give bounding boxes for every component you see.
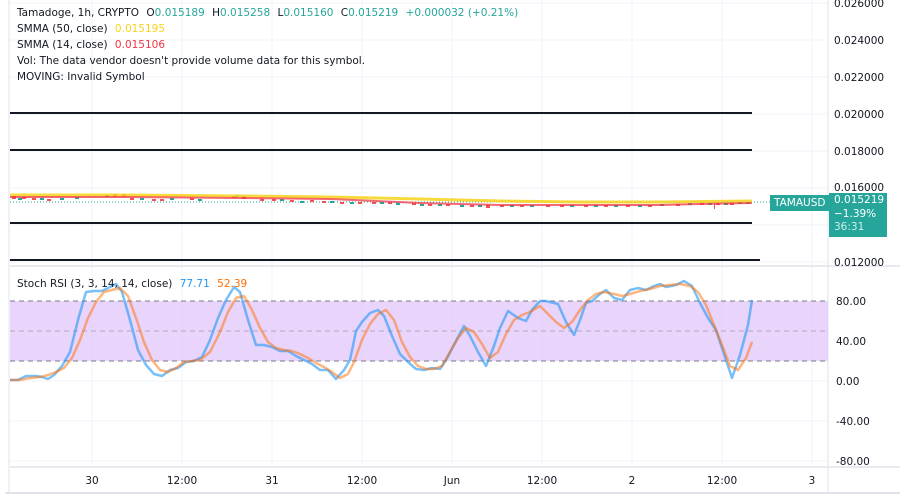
price-axis-label: 0.020000 — [834, 109, 884, 121]
symbol-tag: TAMAUSD — [770, 195, 830, 211]
stoch-label: Stoch RSI (3, 3, 14, 14, close) — [17, 278, 173, 290]
price-axis-label: 0.022000 — [834, 72, 884, 84]
price-axis-label: 0.024000 — [834, 35, 884, 47]
smma50-value: 0.015195 — [114, 23, 166, 35]
stoch-d-value: 52.39 — [217, 278, 248, 290]
moving-legend-row[interactable]: MOVING: Invalid Symbol — [17, 69, 522, 85]
time-axis-label: 12:00 — [347, 475, 377, 487]
open-label: O — [146, 7, 155, 19]
smma14-legend-row[interactable]: SMMA (14, close) 0.015106 — [17, 37, 522, 53]
time-axis-label: 12:00 — [167, 475, 197, 487]
smma14-line[interactable] — [10, 196, 753, 206]
price-axis-label: 0.018000 — [834, 146, 884, 158]
volume-message: Vol: The data vendor doesn't provide vol… — [17, 55, 366, 67]
low-value: 0.015160 — [283, 7, 334, 19]
price-axis-label: 0.012000 — [834, 257, 884, 269]
time-axis-label: 12:00 — [527, 475, 557, 487]
symbol-legend-row[interactable]: Tamadoge, 1h, CRYPTO O0.015189 H0.015258… — [17, 5, 522, 21]
price-change-pct: −1.39% — [834, 207, 877, 220]
time-axis-label: 31 — [265, 475, 278, 487]
stoch-k-value: 77.71 — [179, 278, 210, 290]
price-axis[interactable]: 0.026000 0.024000 0.022000 0.020000 0.01… — [834, 0, 884, 269]
time-axis-label: 2 — [629, 475, 636, 487]
volume-legend-row[interactable]: Vol: The data vendor doesn't provide vol… — [17, 53, 522, 69]
time-axis-label: 3 — [809, 475, 816, 487]
time-axis-label: Jun — [443, 475, 460, 487]
last-price-tag: 0.015219 −1.39% 36:31 — [829, 193, 887, 237]
smma50-label: SMMA (50, close) — [17, 23, 108, 35]
stoch-axis-label: -80.00 — [836, 456, 870, 468]
smma50-line[interactable] — [10, 193, 753, 204]
time-axis-label: 30 — [85, 475, 98, 487]
symbol-name[interactable]: Tamadoge, 1h, CRYPTO — [17, 7, 140, 19]
stoch-axis-label: 80.00 — [836, 296, 866, 308]
smma50-legend-row[interactable]: SMMA (50, close) 0.015195 — [17, 21, 522, 37]
stoch-axis-label: -40.00 — [836, 416, 870, 428]
high-value: 0.015258 — [220, 7, 271, 19]
change-value: +0.000032 (+0.21%) — [405, 7, 519, 19]
stoch-axis-label: 0.00 — [836, 376, 859, 388]
last-price: 0.015219 — [834, 194, 885, 206]
high-label: H — [212, 7, 221, 19]
smma14-value: 0.015106 — [114, 39, 166, 51]
price-axis-label: 0.016000 — [834, 182, 884, 194]
stoch-d-line[interactable] — [10, 282, 754, 382]
moving-message: MOVING: Invalid Symbol — [17, 71, 145, 83]
time-axis[interactable]: 30 12:00 31 12:00 Jun 12:00 2 12:00 3 — [85, 475, 815, 487]
stoch-rsi-pane[interactable] — [10, 279, 828, 462]
close-value: 0.015219 — [348, 7, 399, 19]
time-axis-label: 12:00 — [707, 475, 737, 487]
stoch-legend[interactable]: Stoch RSI (3, 3, 14, 14, close) 77.71 52… — [17, 276, 251, 292]
main-legend: Tamadoge, 1h, CRYPTO O0.015189 H0.015258… — [17, 5, 522, 85]
stoch-axis[interactable]: 80.00 40.00 0.00 -40.00 -80.00 — [836, 296, 870, 468]
price-axis-label: 0.026000 — [834, 0, 884, 10]
bar-countdown: 36:31 — [834, 221, 865, 233]
stoch-axis-label: 40.00 — [836, 336, 866, 348]
horizontal-levels[interactable] — [10, 112, 760, 261]
smma14-label: SMMA (14, close) — [17, 39, 108, 51]
open-value: 0.015189 — [154, 7, 205, 19]
close-label: C — [340, 7, 349, 19]
low-label: L — [277, 7, 284, 19]
